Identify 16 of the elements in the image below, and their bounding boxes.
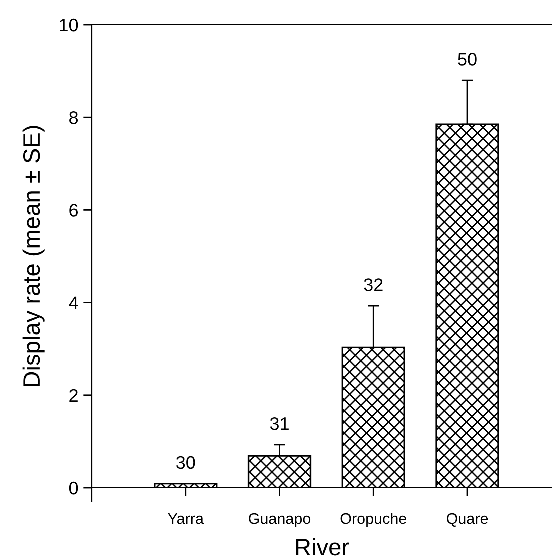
y-tick-label: 0: [69, 482, 78, 495]
y-tick-label: 8: [70, 112, 78, 124]
x-axis-title: River: [296, 538, 350, 556]
annotation: 30: [176, 456, 196, 470]
y-axis-title: Display rate (mean ± SE): [22, 126, 45, 386]
annotation: 31: [270, 417, 289, 430]
x-tick-label: Yarra: [168, 514, 204, 524]
y-tick-label: 4: [69, 296, 78, 310]
y-tick-label: 10: [60, 18, 78, 32]
x-tick-label: Guanapo: [249, 513, 311, 528]
annotation: 32: [364, 278, 383, 292]
y-tick-label: 6: [70, 204, 78, 217]
y-tick-label: 2: [70, 389, 78, 402]
x-tick-label: Oropuche: [340, 513, 407, 528]
x-tick-label: Quare: [447, 513, 488, 527]
annotation: 50: [458, 53, 477, 66]
